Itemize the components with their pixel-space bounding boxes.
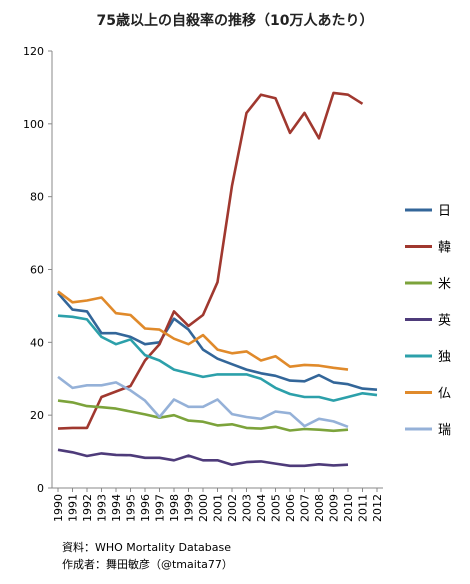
x-tick-label: 2001: [212, 494, 225, 522]
source-note: 資料：WHO Mortality Database: [62, 541, 232, 554]
x-tick-label: 1997: [154, 494, 167, 522]
series-line-独: [57, 314, 378, 402]
x-tick-label: 2004: [255, 494, 268, 522]
y-tick-label: 0: [37, 482, 44, 495]
x-tick-label: 2009: [328, 494, 341, 522]
x-tick-label: 1993: [96, 494, 109, 522]
x-tick-label: 1990: [52, 494, 65, 522]
author-note: 作成者：舞田敏彦（@tmaita77）: [62, 558, 233, 571]
legend-label: 日: [438, 204, 451, 219]
x-tick-label: 2006: [284, 494, 297, 522]
x-tick-label: 1991: [67, 494, 80, 522]
x-tick-label: 2002: [226, 494, 239, 522]
legend-label: 瑞: [438, 423, 451, 438]
series-lines: [57, 91, 378, 468]
y-tick-label: 120: [23, 45, 44, 58]
chart-title: 75歳以上の自殺率の推移（10万人あたり）: [96, 13, 374, 29]
y-tick-label: 20: [30, 409, 44, 422]
legend-label: 仏: [438, 387, 451, 402]
legend-label: 韓: [438, 241, 451, 256]
series-line-英: [57, 448, 349, 468]
x-tick-label: 1994: [110, 494, 123, 522]
x-tick-label: 1995: [125, 494, 138, 522]
legend-label: 英: [438, 314, 451, 329]
x-tick-label: 2008: [313, 494, 326, 522]
y-tick-label: 60: [30, 264, 44, 277]
x-tick-label: 2005: [270, 494, 283, 522]
series-line-仏: [57, 290, 349, 371]
x-tick-label: 2011: [357, 494, 370, 522]
legend-label: 独: [438, 350, 451, 365]
x-tick-label: 2010: [342, 494, 355, 522]
x-tick-label: 1998: [168, 494, 181, 522]
series-line-日: [57, 292, 378, 391]
y-tick-label: 80: [30, 191, 44, 204]
series-line-瑞: [57, 375, 349, 429]
x-tick-label: 1999: [183, 494, 196, 522]
y-tick-label: 40: [30, 336, 44, 349]
x-tick-label: 2012: [371, 494, 384, 522]
series-line-韓: [57, 91, 364, 430]
y-axis-ticks: 0 20 40 60 80 100 120: [23, 45, 52, 495]
x-tick-label: 2000: [197, 494, 210, 522]
x-tick-label: 1992: [81, 494, 94, 522]
x-tick-label: 1996: [139, 494, 152, 522]
legend-label: 米: [438, 277, 451, 292]
x-tick-label: 2003: [241, 494, 254, 522]
x-tick-label: 2007: [299, 494, 312, 522]
x-axis-ticks: 1990 1991 1992 1993 1994 1995 1996 1997 1998 1999…: [52, 488, 384, 522]
series-line-米: [57, 399, 349, 433]
y-tick-label: 100: [23, 118, 44, 131]
